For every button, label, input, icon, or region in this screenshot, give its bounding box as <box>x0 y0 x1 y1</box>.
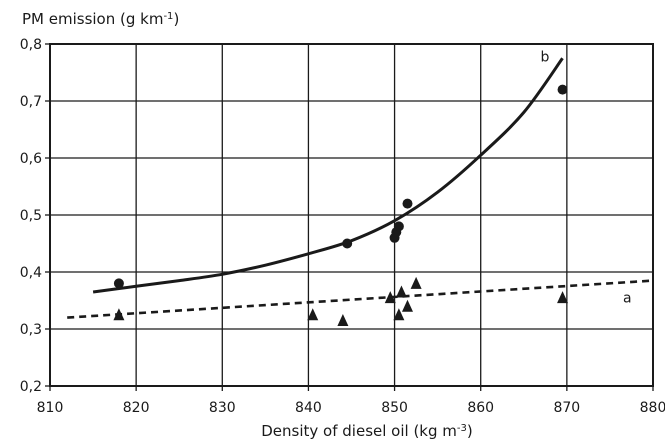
data-point-a <box>557 291 569 304</box>
data-point-b <box>557 84 568 95</box>
grid <box>49 43 654 387</box>
x-tick-label: 850 <box>381 400 408 416</box>
series-label-b: b <box>541 49 550 65</box>
y-tick-label: 0,8 <box>20 37 42 53</box>
fit-curves <box>67 57 654 319</box>
y-tick-label: 0,6 <box>20 151 42 167</box>
series-label-a: a <box>623 291 632 307</box>
fit-curve-a <box>67 279 654 319</box>
x-tick-label: 830 <box>209 400 236 416</box>
x-tick-label: 820 <box>123 400 150 416</box>
y-tick-label: 0,4 <box>20 265 42 281</box>
y-tick-label: 0,3 <box>20 322 42 338</box>
fit-curve-b <box>92 57 564 294</box>
data-points <box>113 84 569 326</box>
x-axis-title: Density of diesel oil (kg m-3) <box>261 422 472 440</box>
data-point-a <box>307 308 319 321</box>
y-axis-title: PM emission (g km-1) <box>22 10 179 28</box>
data-point-b <box>113 278 124 289</box>
y-tick-label: 0,7 <box>20 94 42 110</box>
x-tick-label: 870 <box>553 400 580 416</box>
plot-frame <box>49 43 654 387</box>
x-tick-label: 840 <box>295 400 322 416</box>
data-point-b <box>342 238 353 249</box>
y-tick-label: 0,2 <box>20 379 42 395</box>
labels: 810 820 830 840 850 860 870 880 0,2 0,3 0,4 0,5 0,6 0… <box>20 10 665 440</box>
x-tick-label: 880 <box>640 400 665 416</box>
data-point-a <box>410 276 422 289</box>
data-point-a <box>401 299 413 312</box>
data-point-a <box>384 291 396 304</box>
x-tick-label: 860 <box>467 400 494 416</box>
axes <box>45 43 654 391</box>
data-point-a <box>395 285 407 298</box>
x-tick-label: 810 <box>37 400 64 416</box>
data-point-a <box>337 313 349 326</box>
data-point-b <box>393 221 404 232</box>
data-point-a <box>113 308 125 321</box>
y-tick-label: 0,5 <box>20 208 42 224</box>
data-point-b <box>402 198 413 209</box>
data-point-a <box>393 308 405 321</box>
